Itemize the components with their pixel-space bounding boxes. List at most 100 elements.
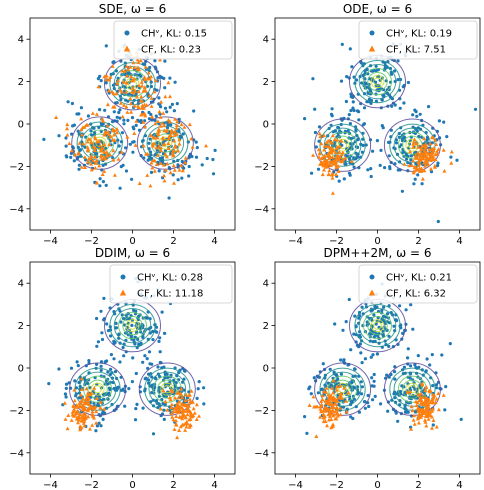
point-cf bbox=[168, 119, 173, 124]
point-chv bbox=[139, 74, 143, 78]
point-chv bbox=[376, 68, 380, 72]
point-cf bbox=[157, 109, 162, 114]
point-chv bbox=[107, 391, 111, 395]
point-chv bbox=[382, 305, 386, 309]
point-cf bbox=[189, 389, 194, 393]
point-cf bbox=[436, 391, 441, 396]
point-chv bbox=[170, 102, 174, 106]
point-cf bbox=[428, 388, 433, 393]
point-chv bbox=[448, 342, 452, 346]
point-cf bbox=[124, 104, 129, 109]
plot-marks bbox=[303, 282, 463, 438]
point-chv bbox=[147, 327, 151, 331]
point-cf bbox=[431, 418, 436, 422]
point-chv bbox=[385, 312, 390, 316]
point-chv bbox=[169, 123, 173, 127]
point-cf bbox=[176, 395, 181, 400]
point-chv bbox=[202, 386, 206, 390]
point-cf bbox=[172, 168, 177, 172]
y-tick-label: 0 bbox=[263, 364, 269, 375]
point-cf bbox=[111, 127, 115, 131]
point-cf bbox=[166, 80, 171, 85]
point-chv bbox=[70, 101, 74, 106]
point-chv bbox=[150, 362, 154, 366]
point-cf bbox=[170, 415, 175, 419]
point-chv bbox=[382, 314, 386, 319]
point-chv bbox=[371, 353, 375, 357]
point-cf bbox=[402, 162, 407, 166]
point-chv bbox=[444, 385, 448, 389]
point-chv bbox=[123, 323, 127, 327]
point-chv bbox=[330, 114, 334, 118]
point-chv bbox=[176, 178, 180, 182]
point-cf bbox=[334, 160, 338, 165]
x-tick-label: −2 bbox=[329, 480, 344, 490]
point-chv bbox=[124, 146, 128, 150]
point-cf bbox=[177, 141, 182, 146]
point-chv bbox=[361, 143, 365, 147]
point-cf bbox=[162, 128, 167, 133]
point-chv bbox=[77, 380, 81, 385]
point-cf bbox=[102, 169, 107, 173]
point-cf bbox=[136, 89, 141, 94]
point-chv bbox=[398, 389, 402, 394]
point-cf bbox=[414, 155, 419, 160]
point-chv bbox=[181, 132, 185, 136]
point-cf bbox=[155, 135, 160, 140]
point-cf bbox=[418, 158, 423, 162]
point-cf bbox=[183, 415, 188, 419]
point-cf bbox=[86, 137, 91, 141]
point-chv bbox=[95, 316, 99, 321]
point-chv bbox=[211, 157, 215, 162]
point-chv bbox=[117, 110, 121, 115]
point-cf bbox=[419, 415, 423, 419]
point-cf bbox=[172, 427, 177, 431]
y-tick-label: 4 bbox=[263, 279, 269, 290]
point-cf bbox=[349, 159, 354, 163]
point-cf bbox=[325, 158, 330, 163]
point-chv bbox=[337, 179, 341, 183]
panel-1: −4 −2 0 2 4 −4 −2 0 2 4 SDE, ω = 6 CHᵛ, KL: 0.15 CF,… bbox=[9, 2, 236, 247]
point-cf bbox=[93, 165, 98, 170]
point-chv bbox=[396, 78, 400, 82]
point-cf bbox=[65, 132, 70, 137]
point-cf bbox=[76, 420, 80, 425]
point-chv bbox=[431, 384, 435, 388]
point-cf bbox=[142, 102, 147, 107]
point-cf bbox=[139, 80, 144, 84]
point-cf bbox=[329, 393, 333, 398]
point-cf bbox=[177, 405, 182, 409]
point-chv bbox=[400, 189, 404, 193]
point-cf bbox=[167, 395, 172, 400]
x-tick-label: 4 bbox=[456, 236, 462, 247]
point-cf bbox=[183, 155, 188, 160]
legend-box bbox=[358, 20, 478, 60]
point-chv bbox=[348, 47, 352, 51]
point-chv bbox=[112, 357, 116, 361]
point-cf bbox=[183, 160, 188, 165]
point-cf bbox=[191, 406, 196, 411]
point-cf bbox=[325, 423, 329, 428]
point-cf bbox=[418, 169, 422, 173]
point-cf bbox=[122, 79, 126, 84]
point-chv bbox=[146, 158, 150, 162]
point-cf bbox=[330, 404, 335, 409]
point-chv bbox=[343, 162, 347, 166]
density-contour bbox=[314, 362, 372, 416]
point-cf bbox=[79, 116, 84, 121]
point-chv bbox=[134, 309, 138, 313]
point-chv bbox=[101, 417, 105, 421]
point-chv bbox=[404, 410, 409, 414]
point-chv bbox=[77, 163, 81, 167]
point-chv bbox=[190, 154, 194, 159]
point-cf bbox=[410, 408, 415, 413]
point-chv bbox=[57, 367, 61, 371]
point-chv bbox=[416, 173, 420, 177]
point-cf bbox=[331, 378, 336, 383]
point-chv bbox=[102, 296, 106, 300]
point-cf bbox=[149, 74, 154, 79]
point-cf bbox=[112, 132, 116, 137]
point-cf bbox=[107, 142, 112, 147]
point-cf bbox=[319, 409, 324, 414]
point-chv bbox=[162, 417, 166, 421]
